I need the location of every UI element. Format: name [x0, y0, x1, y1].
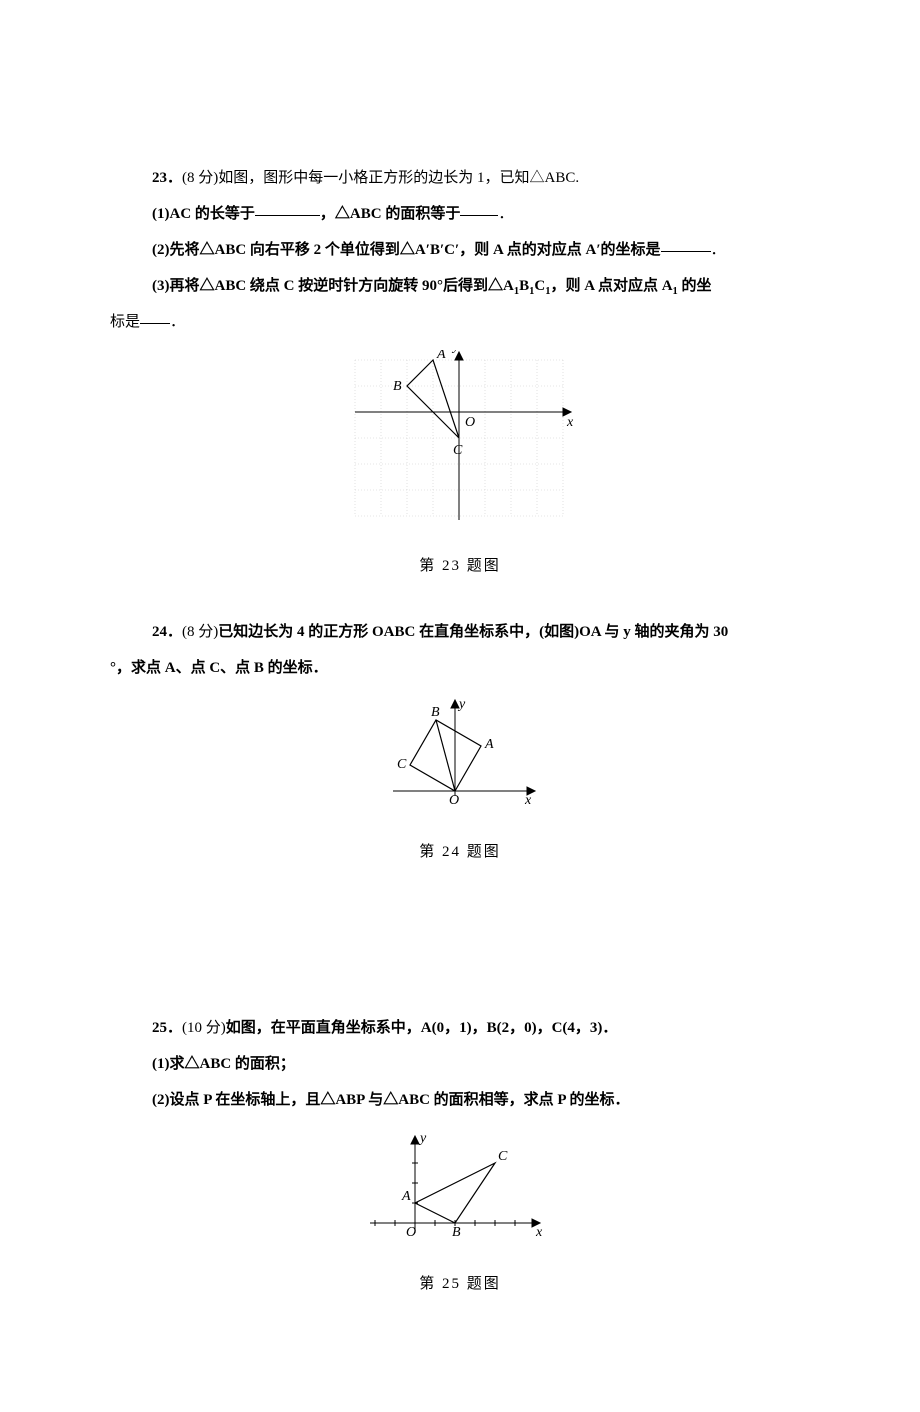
q23-figure: y x O A B C 第 23 题图 — [110, 350, 810, 584]
q25-svg: O x y A B C — [360, 1128, 560, 1248]
blank-a1[interactable] — [140, 308, 170, 324]
B-label: B — [393, 379, 402, 394]
q24-x: x — [524, 793, 532, 808]
q25-A: A — [401, 1189, 411, 1204]
q24-y: y — [457, 697, 466, 712]
q24-svg: O x y A B C — [375, 696, 545, 816]
q23-part1: (1)AC 的长等于，△ABC 的面积等于． — [110, 196, 810, 232]
q23-axes — [355, 352, 571, 520]
q25-triangle — [415, 1163, 495, 1223]
q25-axes — [370, 1136, 540, 1233]
C-label: C — [453, 443, 463, 458]
q23-intro: 23．(8 分)如图，图形中每一小格正方形的边长为 1，已知△ABC. — [110, 160, 810, 196]
q24-axes — [393, 700, 535, 796]
q24-line2: °，求点 A、点 C、点 B 的坐标． — [110, 650, 810, 686]
q24-points: (8 分) — [182, 624, 218, 640]
exam-page: 23．(8 分)如图，图形中每一小格正方形的边长为 1，已知△ABC. (1)A… — [0, 0, 920, 1412]
q24-figure: O x y A B C 第 24 题图 — [110, 696, 810, 870]
A-label: A — [436, 350, 446, 362]
q23-part2-prefix: (2)先将△ABC 向右平移 2 个单位得到△A′B′C′，则 A 点的对应点 … — [152, 242, 661, 258]
q24-O: O — [449, 793, 459, 808]
q23-number: 23． — [152, 170, 182, 186]
y-axis-label: y — [451, 350, 460, 354]
gap — [110, 900, 810, 1010]
q25-B: B — [452, 1225, 461, 1240]
q25-intro-text: 如图，在平面直角坐标系中，A(0，1)，B(2，0)，C(4，3)． — [226, 1020, 618, 1036]
q24-number: 24． — [152, 624, 182, 640]
blank-ac-length[interactable] — [255, 200, 320, 216]
q24-text1: 已知边长为 4 的正方形 OABC 在直角坐标系中，(如图)OA 与 y 轴的夹… — [218, 624, 728, 640]
q25-figure: O x y A B C 第 25 题图 — [110, 1128, 810, 1302]
q24-text2: °，求点 A、点 C、点 B 的坐标． — [110, 660, 328, 676]
q25-part2-text: (2)设点 P 在坐标轴上，且△ABP 与△ABC 的面积相等，求点 P 的坐标… — [152, 1092, 630, 1108]
q25-caption: 第 25 题图 — [110, 1266, 810, 1302]
blank-a-prime[interactable] — [661, 236, 711, 252]
q25-points: (10 分) — [182, 1020, 226, 1036]
q23-intro-text: 如图，图形中每一小格正方形的边长为 1，已知△ABC. — [218, 170, 579, 186]
q25-part1-text: (1)求△ABC 的面积； — [152, 1056, 295, 1072]
q24-diag — [436, 720, 455, 791]
q24-line1: 24．(8 分)已知边长为 4 的正方形 OABC 在直角坐标系中，(如图)OA… — [110, 614, 810, 650]
q25-part2: (2)设点 P 在坐标轴上，且△ABP 与△ABC 的面积相等，求点 P 的坐标… — [110, 1082, 810, 1118]
q25-C: C — [498, 1149, 508, 1164]
q23-svg: y x O A B C — [345, 350, 575, 530]
q25-O: O — [406, 1225, 416, 1240]
q23-part2: (2)先将△ABC 向右平移 2 个单位得到△A′B′C′，则 A 点的对应点 … — [110, 232, 810, 268]
q23-points: (8 分) — [182, 170, 218, 186]
q25-y: y — [418, 1131, 427, 1146]
blank-area[interactable] — [460, 200, 498, 216]
q25-intro: 25．(10 分)如图，在平面直角坐标系中，A(0，1)，B(2，0)，C(4，… — [110, 1010, 810, 1046]
q24-B: B — [431, 705, 440, 720]
q23-part1-mid: ，△ABC 的面积等于 — [320, 206, 460, 222]
q23-caption: 第 23 题图 — [110, 548, 810, 584]
q23-part3-line2: 标是． — [110, 304, 810, 340]
q23-part1-prefix: (1)AC 的长等于 — [152, 206, 255, 222]
q23-part3-line1: (3)再将△ABC 绕点 C 按逆时针方向旋转 90°后得到△A1B1C1，则 … — [110, 268, 810, 304]
origin-label: O — [465, 415, 475, 430]
q25-x: x — [535, 1225, 543, 1240]
q25-number: 25． — [152, 1020, 182, 1036]
q24-C: C — [397, 757, 407, 772]
q24-A: A — [484, 737, 494, 752]
q24-caption: 第 24 题图 — [110, 834, 810, 870]
x-axis-label: x — [566, 415, 574, 430]
q25-part1: (1)求△ABC 的面积； — [110, 1046, 810, 1082]
